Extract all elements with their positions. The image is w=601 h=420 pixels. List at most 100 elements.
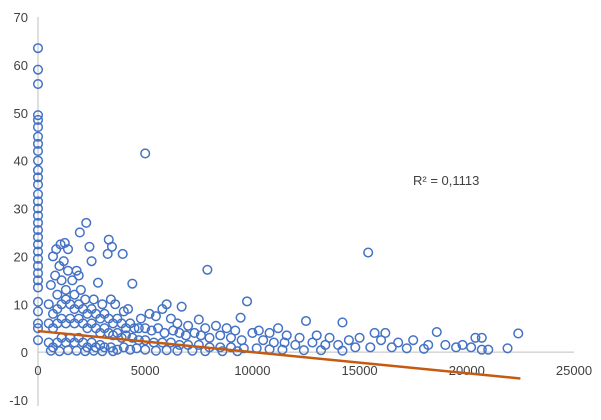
data-point	[431, 326, 442, 338]
data-point	[32, 282, 44, 293]
data-point	[315, 345, 327, 356]
data-point	[440, 339, 451, 350]
data-point	[200, 323, 211, 334]
data-point	[117, 248, 128, 260]
data-point	[466, 342, 477, 353]
data-point	[32, 232, 44, 243]
data-point	[118, 342, 129, 353]
data-point	[172, 318, 183, 329]
data-point	[174, 327, 185, 339]
data-point	[183, 320, 194, 331]
x-tick-label: 10000	[234, 363, 270, 378]
data-point	[221, 323, 232, 334]
data-point	[408, 335, 419, 346]
data-point	[225, 332, 237, 343]
data-point	[247, 327, 258, 339]
y-tick-label: 50	[14, 106, 28, 121]
data-point	[56, 275, 67, 286]
data-point	[215, 330, 226, 341]
data-point	[337, 345, 348, 356]
data-point	[241, 296, 253, 307]
x-tick-label: 15000	[342, 363, 378, 378]
data-point	[127, 332, 138, 343]
data-point	[324, 332, 335, 343]
data-point	[32, 110, 44, 121]
data-point	[476, 332, 487, 343]
data-point	[279, 337, 290, 348]
data-point	[144, 308, 155, 319]
data-point	[107, 346, 119, 357]
data-point	[75, 284, 86, 295]
data-point	[32, 165, 44, 176]
data-point	[230, 325, 241, 336]
data-point	[176, 301, 187, 312]
data-point	[32, 179, 44, 190]
data-point	[32, 172, 44, 183]
data-point	[92, 277, 104, 288]
trendline	[37, 329, 521, 380]
data-point	[159, 327, 170, 339]
data-point	[32, 253, 44, 264]
data-point	[343, 335, 354, 346]
y-tick-label: 30	[14, 202, 28, 217]
data-point	[81, 217, 92, 228]
data-point	[253, 325, 264, 336]
data-point	[294, 332, 305, 343]
data-point	[311, 330, 322, 341]
x-tick-label: 0	[34, 363, 41, 378]
data-point	[476, 344, 487, 355]
data-point	[172, 345, 183, 356]
data-point	[369, 327, 380, 339]
data-point	[71, 345, 82, 356]
data-point	[483, 344, 494, 355]
data-point	[122, 303, 134, 315]
data-point	[202, 264, 213, 275]
data-point	[62, 345, 74, 356]
data-point	[418, 343, 429, 354]
data-point	[47, 251, 59, 262]
scatter-points	[32, 43, 524, 357]
data-point	[150, 345, 161, 356]
data-point	[298, 345, 309, 356]
data-point	[273, 323, 284, 334]
data-point	[60, 284, 71, 295]
data-point	[125, 344, 136, 355]
data-point	[365, 342, 376, 353]
data-point	[62, 244, 74, 255]
data-point	[236, 335, 247, 346]
data-point	[67, 275, 78, 286]
y-tick-label: 10	[14, 297, 28, 312]
data-point	[54, 346, 65, 357]
data-point	[86, 256, 97, 267]
y-tick-label: -10	[9, 393, 28, 408]
data-point	[193, 314, 204, 325]
data-point	[32, 210, 44, 221]
data-point	[32, 323, 44, 334]
data-point	[43, 299, 54, 310]
data-point	[32, 43, 44, 54]
data-point	[32, 268, 44, 279]
data-point	[386, 342, 397, 353]
data-point	[32, 306, 44, 317]
data-point	[354, 332, 365, 343]
r-squared-annotation: R² = 0,1113	[413, 173, 479, 188]
data-point	[74, 227, 85, 238]
data-point	[133, 323, 144, 334]
data-point	[102, 248, 113, 260]
data-point	[32, 318, 44, 329]
data-point	[307, 337, 318, 348]
data-point	[300, 315, 312, 327]
y-tick-label: 60	[14, 58, 28, 73]
data-point	[32, 189, 44, 200]
x-tick-label: 20000	[449, 363, 485, 378]
data-point	[135, 313, 146, 324]
data-point	[84, 241, 95, 252]
data-point	[110, 299, 121, 310]
data-point	[32, 131, 44, 142]
data-point	[193, 339, 204, 350]
data-point	[281, 330, 292, 341]
data-point	[337, 317, 348, 328]
data-point	[32, 155, 44, 166]
x-tick-label: 25000	[556, 363, 592, 378]
data-point	[393, 337, 404, 348]
